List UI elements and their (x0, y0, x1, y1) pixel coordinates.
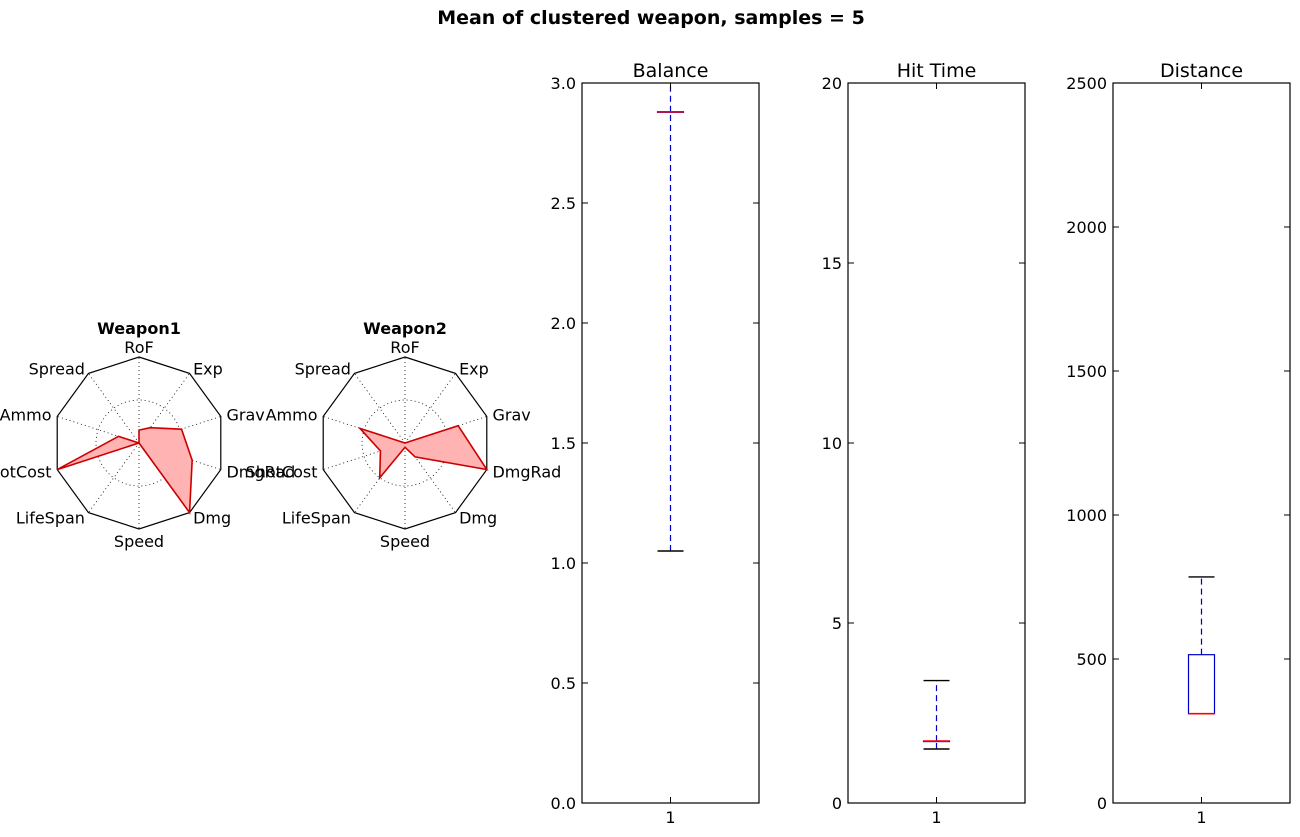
y-tick-label: 1000 (1066, 506, 1107, 525)
y-tick-label: 2.0 (551, 314, 576, 333)
radar-axis-label: Speed (380, 532, 430, 551)
radar-title: Weapon1 (97, 319, 181, 338)
figure-suptitle: Mean of clustered weapon, samples = 5 (437, 7, 865, 29)
box-title: Hit Time (897, 60, 977, 82)
radar-data-area (357, 424, 489, 481)
radar-axis-label: DmgRad (492, 462, 561, 481)
y-tick-label: 0 (1097, 794, 1107, 813)
radar-axis-label: Dmg (459, 508, 497, 527)
radar-axis-label: Grav (226, 406, 264, 425)
radar-axis-label: RoF (390, 338, 419, 357)
radar-axis-label: ShotCost (246, 462, 318, 481)
y-tick-label: 1.0 (551, 554, 576, 573)
radar-axis-label: Exp (193, 360, 223, 379)
axes-frame (847, 82, 1026, 804)
boxplot-distance: Distance 0 500 1000 1500 2000 2500 1 (1066, 60, 1291, 827)
y-tick-label: 0 (832, 794, 842, 813)
box-title: Distance (1160, 60, 1243, 82)
axes-frame (1112, 82, 1291, 804)
radar-axis-label: Exp (459, 360, 489, 379)
radar-spoke (88, 373, 140, 444)
y-tick-label: 0.0 (551, 794, 576, 813)
box-title: Balance (633, 60, 709, 82)
y-tick-label: 0.5 (551, 674, 576, 693)
radar-axis-label: LifeSpan (16, 508, 85, 527)
radar-data-area (56, 426, 193, 515)
radar-axis-label: Ammo (0, 406, 52, 425)
box-iqr (1187, 654, 1216, 715)
radar-title: Weapon2 (363, 319, 447, 338)
radar-axis-label: Spread (29, 360, 85, 379)
y-tick-label: 10 (822, 434, 842, 453)
radar-frame (322, 356, 488, 530)
radar-axis-label: Grav (492, 406, 530, 425)
x-tick-label: 1 (665, 808, 675, 827)
radar-axis-label: DmgRad (226, 462, 295, 481)
radar-axis-label: LifeSpan (282, 508, 351, 527)
radar-weapon1: Weapon1 RoF Exp Grav DmgRad Dmg Speed LifeSpan… (0, 319, 295, 551)
radar-axis-label: Dmg (193, 508, 231, 527)
y-tick-label: 1.5 (551, 434, 576, 453)
boxplot-balance: Balance 0.0 0.5 1.0 1.5 2.0 2.5 3.0 1 (551, 60, 760, 827)
y-tick-label: 500 (1076, 650, 1107, 669)
y-tick-label: 20 (822, 74, 842, 93)
radar-axis-label: Spread (295, 360, 351, 379)
y-tick-label: 2500 (1066, 74, 1107, 93)
radar-frame (56, 356, 222, 530)
y-tick-label: 1500 (1066, 362, 1107, 381)
x-tick-label: 1 (1196, 808, 1206, 827)
y-tick-label: 3.0 (551, 74, 576, 93)
y-tick-label: 2.5 (551, 194, 576, 213)
radar-axis-label: Speed (114, 532, 164, 551)
y-tick-label: 2000 (1066, 218, 1107, 237)
boxplot-hit-time: Hit Time 0 5 10 15 20 1 (822, 60, 1026, 827)
box-plot-area (922, 679, 951, 750)
radar-axis-label: Ammo (266, 406, 318, 425)
box-plot-area (656, 83, 685, 552)
x-tick-label: 1 (931, 808, 941, 827)
radar-axis-label: ShotCost (0, 462, 52, 481)
radar-spoke (354, 373, 406, 444)
box-plot-area (1187, 576, 1216, 715)
y-tick-label: 5 (832, 614, 842, 633)
y-tick-label: 15 (822, 254, 842, 273)
radar-axis-label: RoF (124, 338, 153, 357)
radar-weapon2: Weapon2 RoF Exp Grav DmgRad Dmg Speed LifeSpan… (246, 319, 562, 551)
